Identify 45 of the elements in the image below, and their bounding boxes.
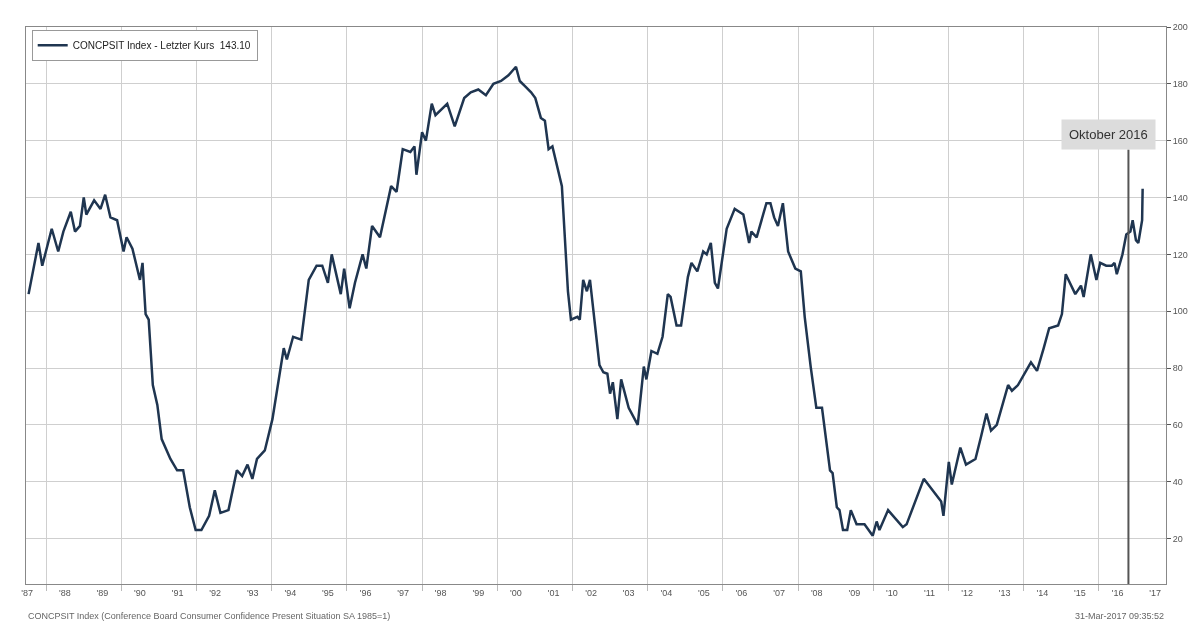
x-tick-label: '96 (359, 587, 372, 598)
x-tick-label: '14 (1036, 587, 1049, 598)
y-tick-label: 140 (1172, 192, 1188, 203)
x-tick-label: '01 (547, 587, 560, 598)
x-tick-label: '07 (773, 587, 785, 598)
x-tick-label: '99 (472, 587, 485, 598)
y-tick-label: 40 (1172, 476, 1183, 487)
x-tick-label: '12 (961, 587, 973, 598)
x-tick-label: '15 (1073, 587, 1086, 598)
x-tick-label: '02 (585, 587, 597, 598)
x-tick-label: '98 (434, 587, 447, 598)
x-tick-label: '09 (848, 587, 861, 598)
x-tick-label: '13 (998, 587, 1011, 598)
ref-line-label: Oktober 2016 (1069, 127, 1148, 142)
y-tick-label: 20 (1172, 533, 1183, 544)
x-tick-label: '90 (134, 587, 146, 598)
x-tick-label: '87 (21, 587, 33, 598)
y-tick-label: 200 (1172, 22, 1188, 33)
x-tick-label: '08 (810, 587, 823, 598)
x-tick-label: '93 (246, 587, 259, 598)
x-tick-label: '88 (58, 587, 71, 598)
x-tick-label: '04 (660, 587, 673, 598)
x-tick-label: '16 (1111, 587, 1124, 598)
legend-label: CONCPSIT Index - Letzter Kurs 143.10 (72, 40, 251, 52)
x-tick-label: '00 (510, 587, 522, 598)
x-tick-label: '11 (923, 587, 935, 598)
y-tick-label: 160 (1172, 135, 1188, 146)
text: 31-Mar-2017 09:35:52 (1075, 611, 1165, 621)
x-tick-label: '91 (171, 587, 184, 598)
x-tick-label: '95 (322, 587, 334, 598)
y-tick-label: 80 (1172, 363, 1183, 374)
x-tick-label: '05 (698, 587, 710, 598)
x-tick-label: '92 (209, 587, 222, 598)
x-tick-label: '10 (886, 587, 898, 598)
y-tick-label: 100 (1172, 306, 1188, 317)
y-tick-label: 120 (1172, 249, 1188, 260)
text: CONCPSIT Index (Conference Board Consumer Confidence Present Situation SA 1985=1) (28, 611, 391, 621)
x-tick-label: '17 (1149, 587, 1161, 598)
y-tick-label: 180 (1172, 78, 1188, 89)
y-tick-label: 60 (1172, 420, 1183, 431)
x-tick-label: '97 (397, 587, 410, 598)
x-tick-label: '06 (735, 587, 748, 598)
x-tick-label: '94 (284, 587, 297, 598)
x-tick-label: '03 (622, 587, 635, 598)
x-tick-label: '89 (96, 587, 109, 598)
